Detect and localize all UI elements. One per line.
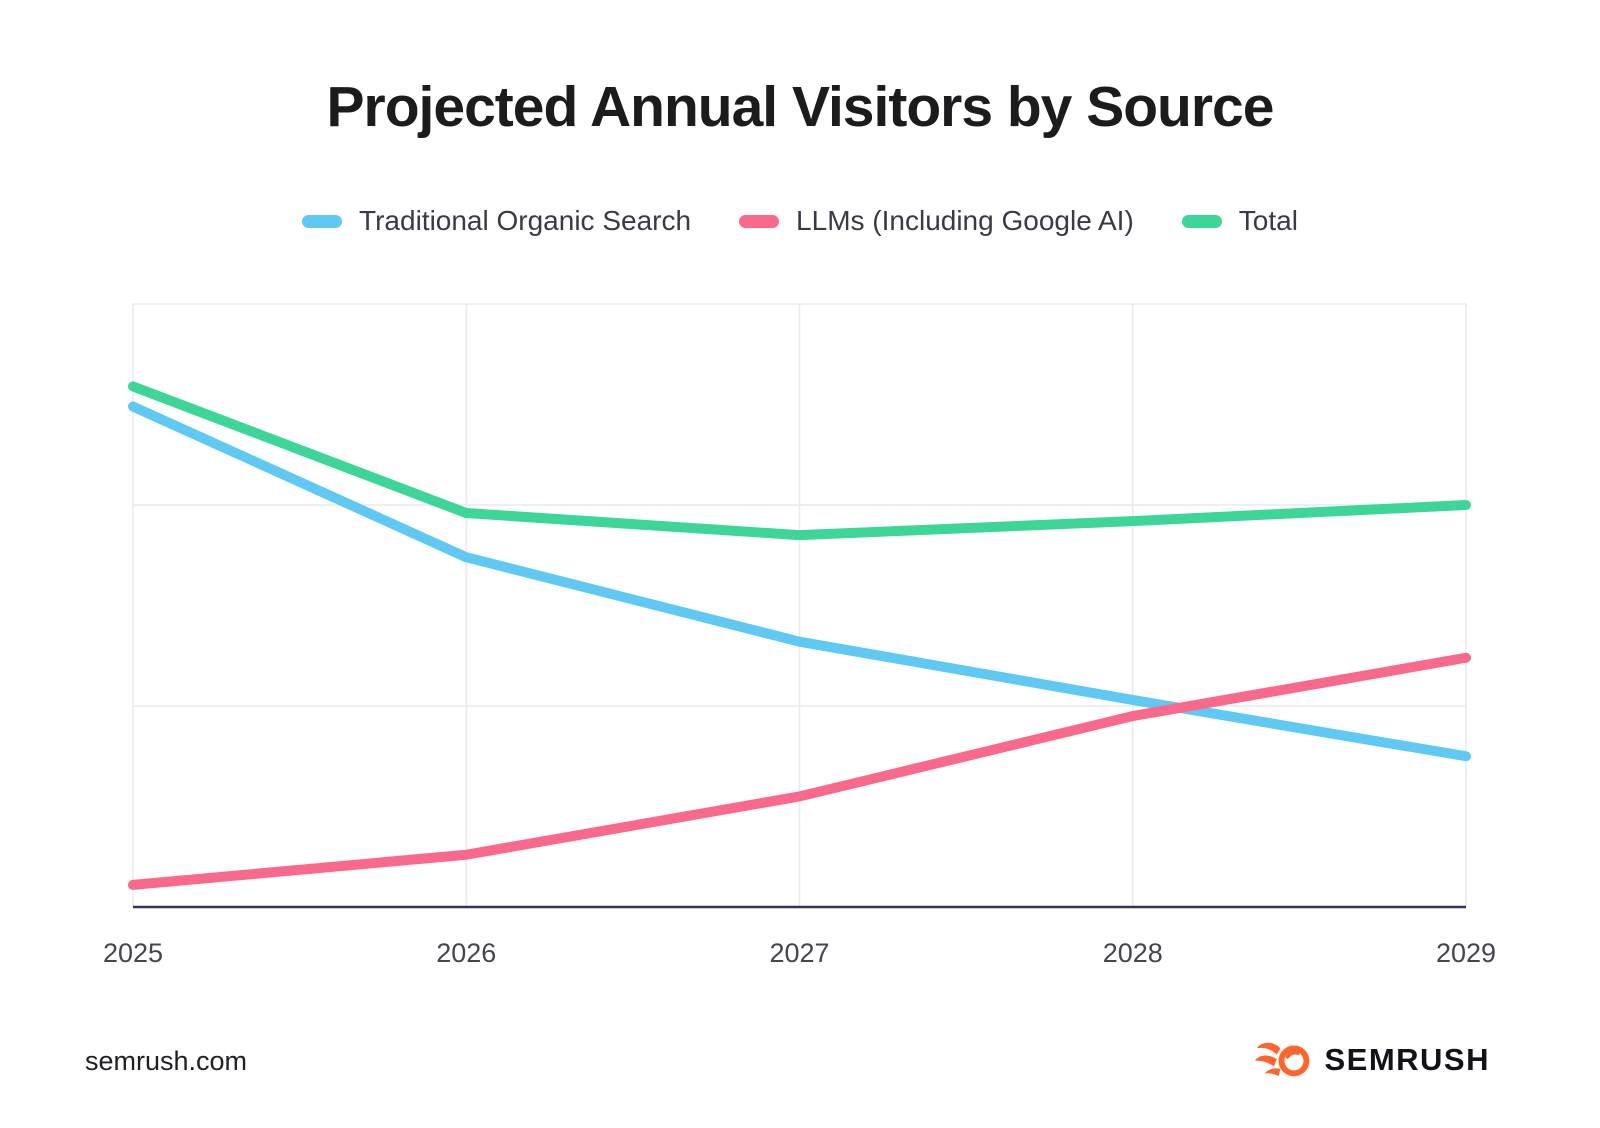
x-axis-label: 2025: [103, 938, 163, 968]
legend-item-llms: LLMs (Including Google AI): [739, 205, 1134, 237]
legend-item-traditional-organic-search: Traditional Organic Search: [302, 205, 691, 237]
legend-swatch-green-icon: [1181, 214, 1222, 228]
x-axis-label: 2027: [769, 938, 829, 968]
series-line-total: [128, 381, 1471, 541]
legend-label: Traditional Organic Search: [359, 205, 692, 236]
x-axis-label: 2029: [1436, 938, 1496, 968]
legend-swatch-pink-icon: [739, 214, 780, 228]
chart-title: Projected Annual Visitors by Source: [326, 75, 1275, 139]
x-axis-label: 2028: [1103, 938, 1163, 968]
chart-legend: Traditional Organic Search LLMs (Includi…: [0, 205, 1600, 237]
series-line-traditional-organic-search: [128, 401, 1471, 762]
legend-swatch-blue-icon: [302, 214, 343, 228]
semrush-flame-icon: [1255, 1042, 1310, 1077]
semrush-logo: SEMRUSH: [1255, 1036, 1490, 1084]
legend-label: Total: [1238, 205, 1298, 236]
source-site-text: semrush.com: [85, 1046, 248, 1076]
legend-label: LLMs (Including Google AI): [796, 205, 1134, 236]
series-line-llms-including-google-ai: [128, 652, 1471, 890]
legend-item-total: Total: [1181, 205, 1298, 237]
semrush-wordmark: SEMRUSH: [1324, 1042, 1490, 1077]
x-axis-label: 2026: [436, 938, 496, 968]
